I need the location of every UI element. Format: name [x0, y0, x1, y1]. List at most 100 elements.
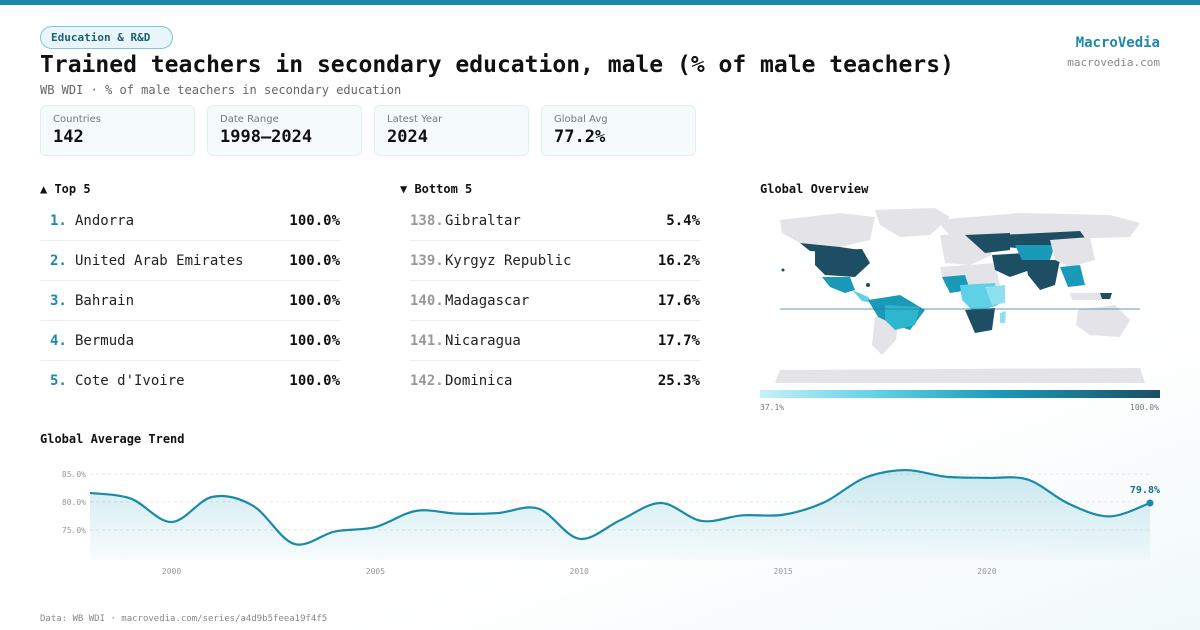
- map-north-america-north: [780, 213, 875, 247]
- country-name: Cote d'Ivoire: [75, 373, 185, 389]
- list-item[interactable]: 2. United Arab Emirates 100.0%: [40, 241, 340, 281]
- brand-logo-text[interactable]: MacroVedia: [1075, 35, 1160, 51]
- rank-number: 5.: [50, 373, 67, 389]
- country-name: United Arab Emirates: [75, 252, 244, 269]
- list-item[interactable]: 140. Madagascar 17.6%: [410, 281, 700, 321]
- rank-number: 3.: [50, 292, 67, 309]
- rank-number: 142.: [410, 373, 444, 389]
- stat-card-latest-year: Latest Year 2024: [374, 105, 529, 156]
- list-item[interactable]: 138. Gibraltar 5.4%: [410, 201, 700, 241]
- map-usa: [815, 249, 870, 277]
- country-name: Nicaragua: [445, 332, 521, 349]
- list-item[interactable]: 139. Kyrgyz Republic 16.2%: [410, 241, 700, 281]
- map-central-asia: [1015, 245, 1055, 260]
- world-choropleth-map[interactable]: [760, 205, 1160, 385]
- trend-area: [90, 470, 1150, 560]
- list-item[interactable]: 4. Bermuda 100.0%: [40, 321, 340, 361]
- map-southeast-asia: [1060, 265, 1085, 287]
- trend-last-point: [1146, 499, 1154, 507]
- x-tick-label: 2010: [570, 567, 589, 576]
- map-legend-gradient: [760, 390, 1160, 398]
- stat-value: 1998–2024: [220, 127, 313, 147]
- map-heading: Global Overview: [760, 182, 869, 196]
- y-tick-label: 75.0%: [62, 526, 86, 535]
- map-atlantic-dot: [781, 268, 785, 272]
- map-south-asia: [1025, 260, 1060, 290]
- top5-list: 1. Andorra 100.0% 2. United Arab Emirate…: [40, 201, 340, 401]
- country-name: Andorra: [75, 212, 135, 229]
- country-value: 100.0%: [289, 292, 340, 309]
- list-item[interactable]: 142. Dominica 25.3%: [410, 361, 700, 401]
- rank-number: 1.: [50, 212, 67, 229]
- y-tick-label: 85.0%: [62, 470, 86, 479]
- rank-number: 138.: [410, 212, 444, 229]
- bottom5-list: 138. Gibraltar 5.4% 139. Kyrgyz Republic…: [410, 201, 700, 401]
- page-subtitle: WB WDI · % of male teachers in secondary…: [40, 83, 402, 97]
- map-eurasia-north: [935, 213, 1140, 239]
- country-value: 17.6%: [657, 292, 700, 309]
- top-accent-bar: [0, 0, 1200, 5]
- list-item[interactable]: 5. Cote d'Ivoire 100.0%: [40, 361, 340, 401]
- map-madagascar: [1000, 311, 1006, 323]
- map-caribbean-dot: [866, 283, 870, 287]
- list-item[interactable]: 3. Bahrain 100.0%: [40, 281, 340, 321]
- rank-number: 139.: [410, 252, 444, 269]
- trend-last-value-label: 79.8%: [1130, 485, 1160, 496]
- stat-card-date-range: Date Range 1998–2024: [207, 105, 362, 156]
- map-southern-africa: [965, 308, 995, 333]
- legend-min-label: 37.1%: [760, 403, 785, 412]
- country-value: 5.4%: [666, 212, 700, 229]
- category-badge[interactable]: Education & R&D: [40, 26, 174, 49]
- country-name: Kyrgyz Republic: [445, 252, 572, 269]
- stat-value: 142: [53, 127, 84, 147]
- country-name: Gibraltar: [445, 212, 521, 229]
- page-title: Trained teachers in secondary education,…: [40, 52, 954, 78]
- map-east-asia: [1050, 237, 1095, 267]
- x-tick-label: 2005: [366, 567, 385, 576]
- map-indonesia: [1070, 293, 1102, 300]
- rank-number: 141.: [410, 332, 444, 349]
- rank-number: 4.: [50, 332, 67, 349]
- stat-value: 2024: [387, 127, 428, 147]
- legend-max-label: 100.0%: [1130, 403, 1159, 412]
- list-item[interactable]: 141. Nicaragua 17.7%: [410, 321, 700, 361]
- x-tick-label: 2020: [977, 567, 996, 576]
- country-value: 100.0%: [289, 332, 340, 349]
- map-png: [1100, 293, 1112, 299]
- map-brazil: [885, 305, 920, 330]
- map-greenland: [875, 208, 950, 237]
- brand-url[interactable]: macrovedia.com: [1067, 56, 1160, 69]
- map-mexico: [822, 277, 855, 293]
- bottom5-heading: ▼ Bottom 5: [400, 182, 473, 196]
- trend-line: [89, 468, 1151, 546]
- rank-number: 140.: [410, 292, 444, 309]
- list-item[interactable]: 1. Andorra 100.0%: [40, 201, 340, 241]
- country-value: 16.2%: [657, 252, 700, 269]
- stat-label: Date Range: [220, 114, 279, 125]
- rank-number: 2.: [50, 252, 67, 269]
- stat-label: Latest Year: [387, 114, 443, 125]
- x-tick-label: 2000: [162, 567, 181, 576]
- country-value: 25.3%: [657, 373, 700, 389]
- x-tick-label: 2015: [773, 567, 792, 576]
- country-value: 100.0%: [289, 212, 340, 229]
- country-value: 100.0%: [289, 373, 340, 389]
- country-name: Bermuda: [75, 332, 135, 349]
- footer-source: Data: WB WDI · macrovedia.com/series/a4d…: [40, 614, 328, 624]
- trend-heading: Global Average Trend: [40, 432, 185, 446]
- y-tick-label: 80.0%: [62, 498, 86, 507]
- stat-card-countries: Countries 142: [40, 105, 195, 156]
- country-value: 100.0%: [289, 252, 340, 269]
- map-central-america: [852, 290, 872, 303]
- map-australia: [1076, 305, 1130, 337]
- country-name: Madagascar: [445, 292, 530, 309]
- country-name: Dominica: [445, 373, 513, 389]
- top5-heading: ▲ Top 5: [40, 182, 91, 196]
- country-name: Bahrain: [75, 292, 135, 309]
- stat-value: 77.2%: [554, 127, 606, 147]
- stat-label: Global Avg: [554, 114, 608, 125]
- trend-chart[interactable]: 75.0% 80.0% 85.0% 2000 2005 2010 2015 2020 79.8%: [40, 455, 1170, 585]
- map-antarctica: [775, 368, 1145, 383]
- stat-card-global-avg: Global Avg 77.2%: [541, 105, 696, 156]
- country-value: 17.7%: [657, 332, 700, 349]
